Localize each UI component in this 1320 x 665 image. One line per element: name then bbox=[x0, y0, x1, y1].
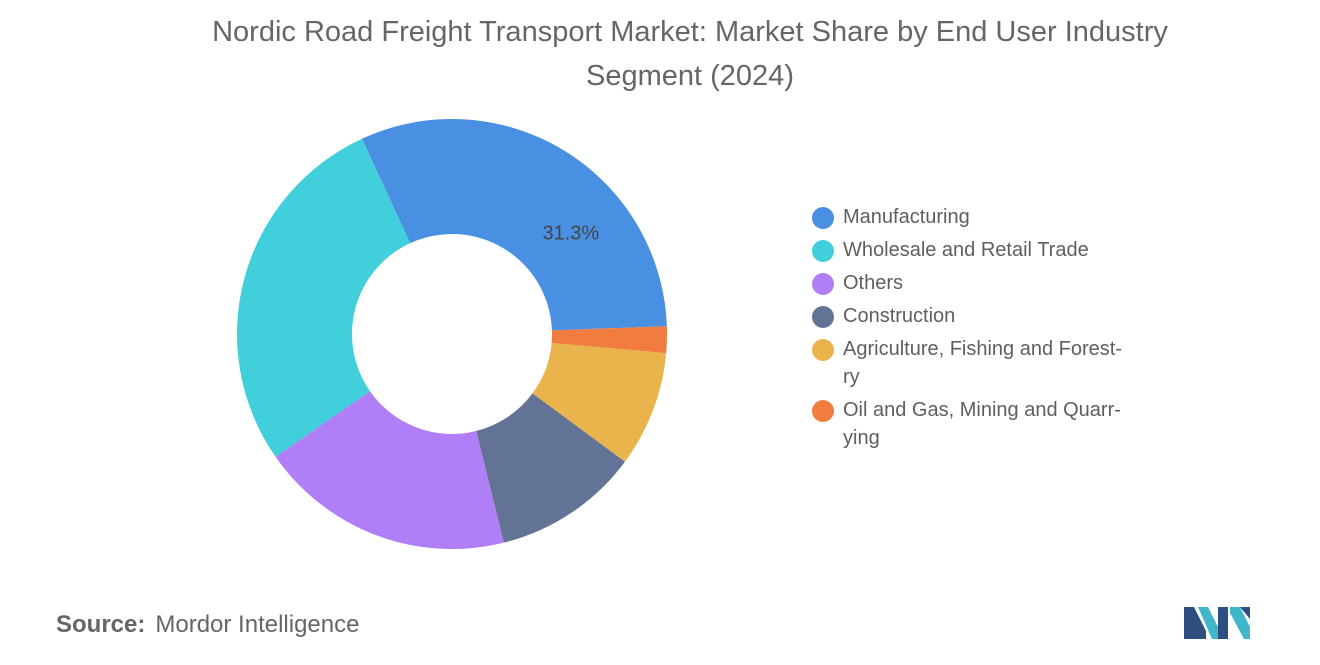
source-note: Source: Mordor Intelligence bbox=[56, 611, 359, 639]
legend-label: Others bbox=[843, 272, 904, 294]
legend-label: Manufacturing bbox=[843, 206, 970, 228]
data-label-manufacturing: 31.3% bbox=[542, 223, 599, 245]
chart-title: Nordic Road Freight Transport Market: Ma… bbox=[212, 16, 1168, 92]
legend-swatch bbox=[812, 339, 834, 361]
mordor-intelligence-logo bbox=[1184, 607, 1250, 639]
source-value: Mordor Intelligence bbox=[155, 611, 360, 638]
legend-label: Agriculture, Fishing and Forest- ry bbox=[843, 338, 1123, 388]
legend-label: Oil and Gas, Mining and Quarr- ying bbox=[843, 399, 1121, 449]
slice-wholesale-and-retail-trade bbox=[237, 138, 411, 457]
legend-item-manufacturing: Manufacturing bbox=[812, 203, 1172, 231]
legend-swatch bbox=[812, 240, 834, 262]
slice-oil-and-gas-mining-and-quarrying bbox=[551, 326, 667, 354]
legend-swatch bbox=[812, 400, 834, 422]
donut-data-labels: 31.3% bbox=[542, 223, 599, 245]
slice-agriculture-fishing-and-forestry bbox=[532, 342, 667, 462]
legend-swatch bbox=[812, 207, 834, 229]
donut-slices bbox=[237, 119, 667, 549]
legend-swatch bbox=[812, 273, 834, 295]
legend-swatch bbox=[812, 306, 834, 328]
legend-item-construction: Construction bbox=[812, 302, 1172, 330]
chart-legend: Manufacturing Wholesale and Retail Trade… bbox=[812, 203, 1172, 457]
legend-item-others: Others bbox=[812, 269, 1172, 297]
source-label: Source: bbox=[56, 611, 146, 638]
legend-label: Wholesale and Retail Trade bbox=[843, 239, 1089, 261]
slice-manufacturing bbox=[361, 119, 667, 331]
legend-item-agriculture: Agriculture, Fishing and Forest- ry bbox=[812, 335, 1172, 391]
legend-item-oil-gas: Oil and Gas, Mining and Quarr- ying bbox=[812, 396, 1172, 452]
legend-label: Construction bbox=[843, 305, 956, 327]
slice-others bbox=[275, 391, 504, 549]
slice-construction bbox=[476, 393, 625, 543]
legend-item-wholesale-retail: Wholesale and Retail Trade bbox=[812, 236, 1172, 264]
